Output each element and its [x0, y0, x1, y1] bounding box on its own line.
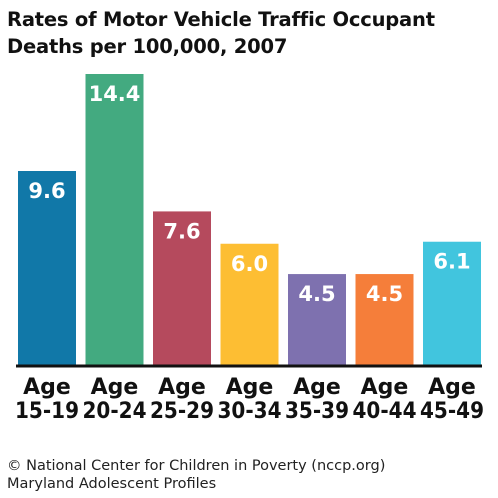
chart-title: Rates of Motor Vehicle Traffic Occupant … — [7, 6, 435, 60]
footer: © National Center for Children in Povert… — [7, 457, 385, 493]
category-label-line-2: 20-24 — [83, 399, 147, 424]
bar-value-label: 9.6 — [28, 179, 65, 203]
chart-title-line-2: Deaths per 100,000, 2007 — [7, 35, 288, 58]
bar-20-24 — [85, 74, 144, 365]
category-label-line-2: 45-49 — [420, 399, 484, 424]
category-label-line-2: 40-44 — [353, 399, 417, 424]
bar-40-44 — [355, 274, 414, 365]
category-label-line-1: Age — [23, 375, 71, 400]
category-label-line-1: Age — [428, 375, 476, 400]
bar-value-label: 6.0 — [231, 252, 268, 276]
category-label-line-1: Age — [293, 375, 341, 400]
category-label-line-2: 35-39 — [285, 399, 349, 424]
copyright-text: © National Center for Children in Povert… — [7, 458, 386, 474]
category-label-line-2: 25-29 — [150, 399, 214, 424]
bar-15-19 — [18, 171, 76, 365]
category-label-line-1: Age — [158, 375, 206, 400]
bar-45-49 — [423, 241, 481, 365]
chart-title-line-1: Rates of Motor Vehicle Traffic Occupant — [7, 8, 435, 31]
bar-value-label: 7.6 — [163, 219, 200, 243]
bar-35-39 — [288, 274, 346, 365]
bar-value-label: 4.5 — [366, 282, 403, 306]
source-text: Maryland Adolescent Profiles — [7, 476, 217, 492]
category-label-line-2: 30-34 — [218, 399, 282, 424]
bar-value-label: 4.5 — [298, 282, 335, 306]
category-label-line-1: Age — [91, 375, 139, 400]
category-label-line-1: Age — [361, 375, 409, 400]
category-label-line-2: 15-19 — [15, 399, 79, 424]
bar-value-label: 14.4 — [89, 82, 141, 106]
bar-value-label: 6.1 — [433, 250, 470, 274]
bar-25-29 — [153, 211, 211, 365]
bar-30-34 — [220, 243, 279, 365]
category-label-line-1: Age — [226, 375, 274, 400]
